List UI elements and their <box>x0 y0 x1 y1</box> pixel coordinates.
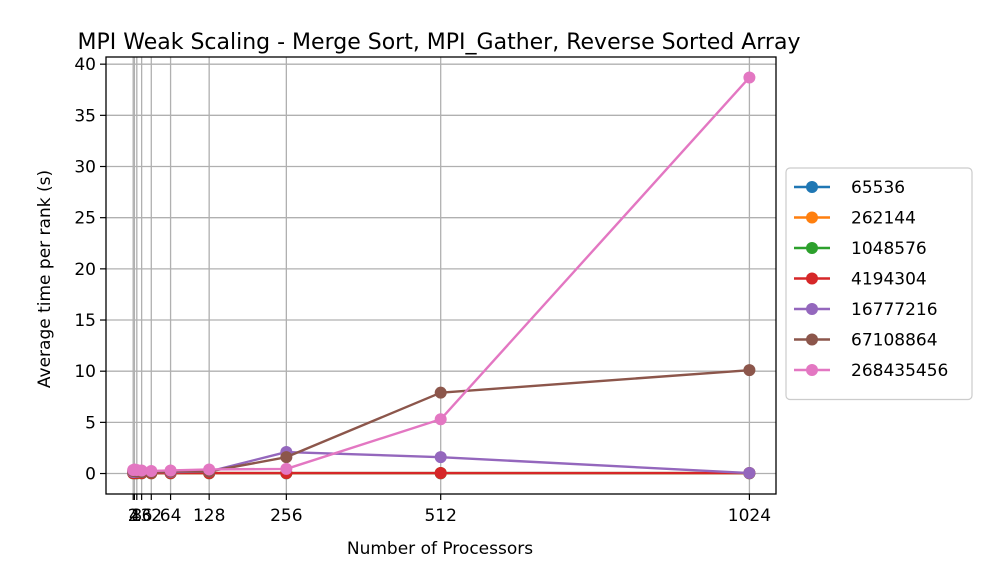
legend-label: 4194304 <box>851 270 927 290</box>
y-tick-label: 25 <box>74 209 96 229</box>
y-tick-label: 40 <box>74 55 96 75</box>
x-tick-label: 128 <box>193 506 225 526</box>
legend: 65536 262144 1048576 4194304 16777216 6710886… <box>785 167 973 401</box>
data-point <box>434 386 447 399</box>
data-point <box>434 451 447 464</box>
x-tick-label: 8 <box>131 506 142 526</box>
x-tick-label: 64 <box>160 506 182 526</box>
data-point <box>280 451 293 464</box>
legend-label: 67108864 <box>851 331 938 351</box>
data-point <box>434 413 447 426</box>
legend-label: 16777216 <box>851 300 938 320</box>
legend-marker <box>806 364 818 376</box>
y-tick-label: 35 <box>74 106 96 126</box>
x-tick-label: 2 <box>128 506 139 526</box>
x-tick-label: 16 <box>131 506 153 526</box>
x-tick-label: 32 <box>140 506 162 526</box>
series-layer <box>127 71 756 480</box>
data-point <box>434 467 447 480</box>
x-tick-label: 256 <box>270 506 302 526</box>
legend-item: 67108864 <box>794 331 938 351</box>
data-point <box>743 71 756 84</box>
chart-title: MPI Weak Scaling - Merge Sort, MPI_Gathe… <box>78 30 801 55</box>
y-tick-label: 0 <box>85 465 96 485</box>
data-point <box>145 464 158 477</box>
legend-item: 262144 <box>794 209 916 229</box>
legend-item: 16777216 <box>794 300 938 320</box>
y-axis-label: Average time per rank (s) <box>35 170 55 388</box>
legend-marker <box>806 272 818 285</box>
data-point <box>164 464 177 477</box>
legend-marker <box>806 211 818 224</box>
legend-marker <box>806 181 818 193</box>
legend-marker <box>806 242 818 254</box>
y-tick-label: 10 <box>74 362 96 382</box>
legend-item: 4194304 <box>794 270 927 290</box>
data-point <box>280 462 293 475</box>
data-point <box>203 463 216 476</box>
x-tick-label: 4 <box>129 506 140 526</box>
x-tick-label: 1024 <box>728 506 771 526</box>
legend-label: 262144 <box>851 209 916 229</box>
grid <box>106 57 776 494</box>
legend-label: 268435456 <box>851 361 948 381</box>
legend-marker <box>806 333 818 346</box>
data-point <box>743 467 756 480</box>
series-268435456 <box>127 71 756 477</box>
legend-label: 65536 <box>851 178 905 198</box>
y-tick-label: 15 <box>74 311 96 331</box>
legend-item: 65536 <box>794 178 905 198</box>
legend-box <box>785 167 973 401</box>
y-tick-label: 20 <box>74 260 96 280</box>
legend-item: 1048576 <box>794 239 927 259</box>
x-axis-label: Number of Processors <box>347 539 533 559</box>
x-tick-label: 512 <box>424 506 456 526</box>
y-tick-label: 5 <box>85 413 96 433</box>
legend-label: 1048576 <box>851 239 927 259</box>
legend-marker <box>806 303 818 315</box>
y-tick-label: 30 <box>74 158 96 178</box>
legend-item: 268435456 <box>794 361 948 381</box>
data-point <box>135 464 148 477</box>
data-point <box>743 364 756 377</box>
